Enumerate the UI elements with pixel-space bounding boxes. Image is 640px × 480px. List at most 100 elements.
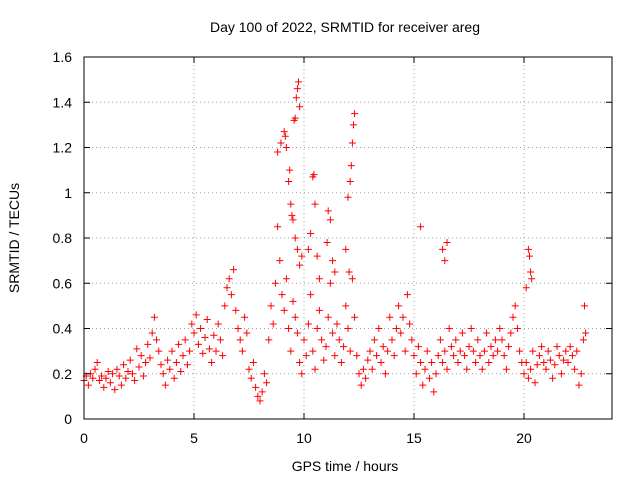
- data-point: [230, 266, 238, 274]
- data-point: [313, 325, 321, 332]
- data-point: [201, 334, 209, 342]
- data-point: [441, 347, 449, 355]
- data-point: [443, 365, 451, 373]
- x-axis-label: GPS time / hours: [292, 458, 399, 474]
- data-point: [375, 325, 383, 332]
- data-point: [408, 336, 416, 344]
- data-point: [430, 388, 438, 396]
- data-point: [302, 352, 310, 360]
- data-point: [337, 358, 345, 366]
- data-point: [137, 352, 145, 360]
- data-point: [441, 257, 449, 265]
- data-point: [278, 291, 286, 299]
- data-point: [575, 381, 583, 389]
- data-point: [197, 325, 205, 332]
- data-point: [538, 343, 546, 351]
- data-point: [186, 347, 194, 355]
- data-point: [535, 352, 543, 360]
- data-point: [423, 347, 431, 355]
- data-point: [472, 358, 480, 366]
- x-tick-label: 0: [80, 430, 88, 446]
- data-point: [111, 386, 119, 394]
- grid: [84, 57, 612, 419]
- data-point: [344, 325, 352, 332]
- data-point: [274, 223, 282, 231]
- data-point: [309, 347, 317, 355]
- data-point: [146, 354, 154, 362]
- data-point: [399, 313, 407, 321]
- data-point: [346, 347, 354, 355]
- data-point: [194, 340, 202, 348]
- data-point: [326, 216, 334, 224]
- data-point: [177, 367, 185, 375]
- data-point: [498, 336, 506, 344]
- data-point: [172, 358, 180, 366]
- data-point: [159, 370, 167, 378]
- data-point: [553, 343, 561, 351]
- x-tick-label: 5: [190, 430, 198, 446]
- data-point: [487, 343, 495, 351]
- data-point: [357, 381, 365, 389]
- data-point: [104, 367, 112, 375]
- data-point: [93, 358, 101, 366]
- data-point: [133, 345, 141, 353]
- data-point: [522, 358, 530, 366]
- data-point: [381, 370, 389, 378]
- data-point: [485, 358, 493, 366]
- data-point: [329, 329, 337, 337]
- y-tick-label: 0: [64, 411, 72, 427]
- data-point: [340, 343, 348, 351]
- data-point: [289, 297, 297, 305]
- data-point: [291, 234, 299, 242]
- data-point: [406, 320, 414, 328]
- data-point: [150, 313, 158, 321]
- data-point: [324, 207, 332, 215]
- data-point: [432, 370, 440, 378]
- data-point: [225, 275, 233, 283]
- data-point: [500, 352, 508, 360]
- data-point: [282, 144, 290, 151]
- data-point: [355, 370, 363, 378]
- data-point: [280, 128, 288, 136]
- data-point: [282, 275, 290, 283]
- data-point: [128, 370, 136, 378]
- data-point: [188, 320, 196, 328]
- data-point: [298, 252, 306, 260]
- data-point: [566, 343, 574, 351]
- data-point: [288, 211, 296, 219]
- data-point: [155, 347, 163, 355]
- data-point: [526, 252, 533, 260]
- data-point: [280, 306, 288, 314]
- data-point: [324, 313, 332, 321]
- data-point: [425, 374, 433, 382]
- data-point: [520, 370, 528, 378]
- y-tick-label: 0.6: [53, 275, 73, 291]
- data-point: [551, 361, 559, 369]
- y-tick-label: 0.8: [53, 230, 73, 246]
- data-point: [293, 85, 301, 93]
- data-point: [216, 336, 224, 344]
- data-point: [157, 361, 165, 369]
- data-point: [403, 291, 411, 299]
- data-point: [335, 336, 343, 344]
- data-point: [311, 200, 319, 208]
- data-point: [320, 356, 328, 364]
- data-point: [144, 340, 152, 348]
- data-point: [296, 261, 304, 269]
- data-point: [445, 325, 453, 332]
- data-point: [95, 377, 103, 385]
- data-point: [210, 331, 218, 339]
- data-point: [296, 358, 304, 366]
- data-point: [331, 268, 339, 276]
- y-tick-label: 0.2: [53, 366, 73, 382]
- data-point: [252, 383, 260, 391]
- data-point: [307, 291, 315, 299]
- data-point: [412, 370, 420, 378]
- data-point: [368, 365, 376, 373]
- data-point: [98, 372, 106, 380]
- data-point: [417, 223, 425, 231]
- data-point: [179, 352, 187, 360]
- data-point: [529, 347, 537, 355]
- data-point: [342, 245, 350, 253]
